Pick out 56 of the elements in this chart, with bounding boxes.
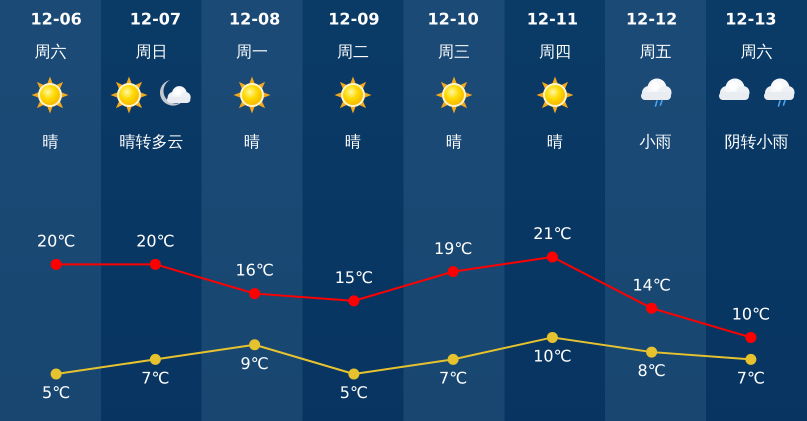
text: 周日 (135, 42, 168, 61)
x-tick-label: 12-07 (130, 10, 181, 29)
point (448, 354, 459, 365)
data-label: 10℃ (732, 304, 770, 324)
text: 周六 (740, 42, 773, 61)
data-label: 10℃ (533, 346, 572, 366)
text: 周五 (640, 42, 672, 61)
text: 周二 (337, 42, 370, 61)
x-tick-label: 12-06 (30, 10, 82, 29)
point (745, 332, 756, 343)
data-label: 21℃ (533, 224, 572, 244)
x-tick-label: 12-12 (626, 10, 678, 29)
text: 周六 (34, 42, 66, 61)
data-label: 19℃ (434, 238, 472, 258)
data-label: 20℃ (36, 231, 76, 250)
text: 周三 (438, 42, 470, 61)
text: 周一 (236, 42, 268, 61)
text: 晴 (345, 132, 362, 151)
data-label: 16℃ (235, 260, 274, 280)
point (348, 295, 360, 306)
point (249, 339, 260, 350)
point (546, 252, 558, 262)
text: 晴 (446, 132, 462, 151)
point (546, 332, 558, 343)
data-label: 8℃ (638, 361, 666, 380)
point (348, 368, 360, 380)
text: 小雨 (640, 132, 672, 151)
data-label: 20℃ (136, 231, 175, 250)
point (249, 288, 260, 300)
x-tick-label: 12-08 (229, 10, 280, 29)
x-tick-label: 12-09 (328, 10, 380, 29)
text: 晴转多云 (119, 132, 184, 151)
data-label: 5℃ (42, 383, 70, 402)
point (745, 354, 756, 365)
x-tick-label: 12-11 (526, 10, 578, 29)
text: 晴 (546, 132, 563, 151)
point (646, 302, 658, 314)
text: 周四 (538, 42, 571, 61)
data-label: 14℃ (632, 275, 671, 294)
data-label: 9℃ (240, 354, 269, 373)
text: 晴 (42, 132, 58, 151)
x-tick-label: 12-13 (725, 10, 776, 29)
text: 阴转小雨 (724, 132, 789, 151)
data-label: 7℃ (439, 368, 468, 388)
data-label: 15℃ (334, 268, 374, 288)
x-tick-label: 12-10 (428, 10, 479, 29)
point (448, 266, 459, 278)
data-label: 7℃ (736, 368, 765, 388)
point (50, 368, 62, 380)
point (50, 258, 62, 270)
point (150, 354, 161, 365)
data-label: 5℃ (340, 383, 368, 402)
text: 晴 (244, 132, 260, 151)
point (646, 346, 658, 358)
data-label: 7℃ (141, 368, 170, 388)
point (150, 258, 161, 270)
